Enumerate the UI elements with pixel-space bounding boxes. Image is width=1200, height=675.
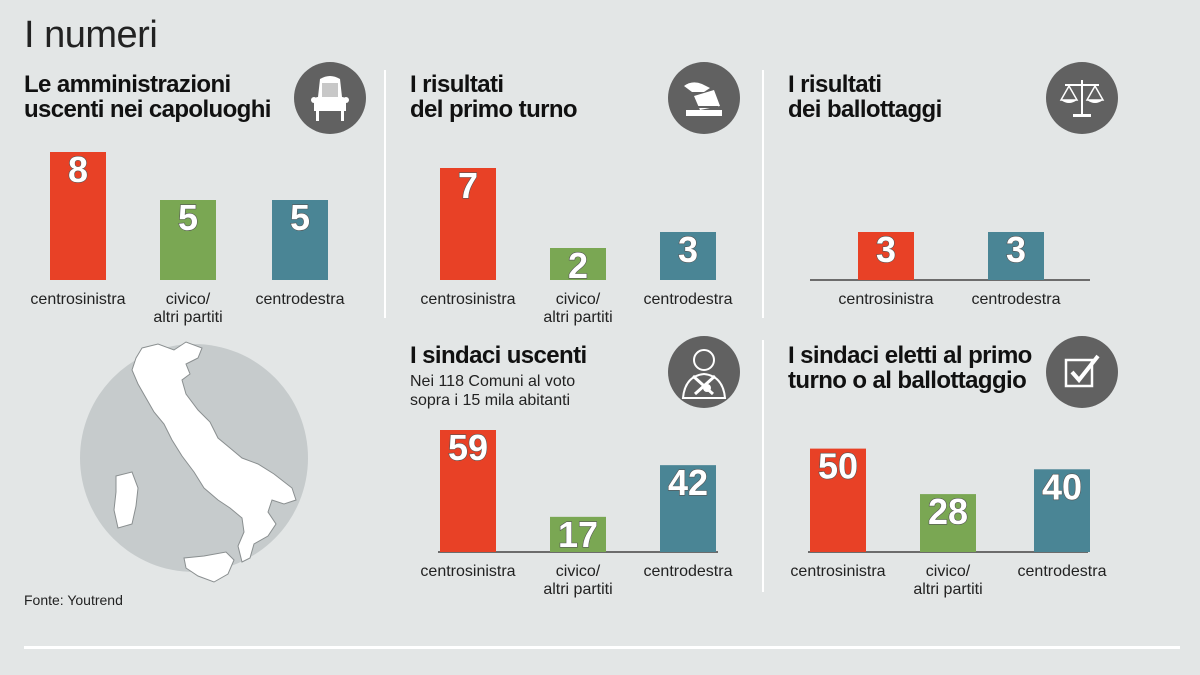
panel-title-primo-turno: I risultati del primo turno [410, 71, 578, 123]
value-label: 59 [448, 427, 488, 468]
bar-civico [160, 200, 216, 280]
bar-centrosinistra [858, 232, 914, 280]
value-label: 7 [458, 165, 478, 206]
italy-sardinia [113, 471, 139, 529]
checkbox-icon [1046, 336, 1118, 408]
category-label: centrosinistra [838, 291, 933, 308]
category-label: altri partiti [543, 309, 612, 326]
bar-civico [920, 494, 976, 552]
scales-icon [1046, 62, 1118, 134]
bottom-rule [24, 646, 1180, 649]
bar-centrodestra [272, 200, 328, 280]
category-label: civico/ [556, 291, 601, 308]
italy-sicily [183, 551, 235, 583]
category-label: centrodestra [644, 563, 733, 580]
category-label: centrodestra [644, 291, 733, 308]
armchair-icon [294, 62, 366, 134]
panel-title-amministrazioni: Le amministrazioni uscenti nei capoluogh… [24, 71, 271, 123]
source-note: Fonte: Youtrend [24, 592, 123, 608]
value-label: 28 [928, 491, 968, 532]
bar-centrodestra [988, 232, 1044, 280]
category-label: civico/ [166, 291, 211, 308]
value-label: 3 [1006, 229, 1026, 270]
bar-centrosinistra [50, 152, 106, 280]
separator-right-bottom [762, 340, 764, 592]
panel-title-sindaci-uscenti: I sindaci uscenti [410, 342, 587, 369]
panel-title-sindaci-eletti: I sindaci eletti al primo turno o al bal… [788, 342, 1032, 394]
category-label: altri partiti [153, 309, 222, 326]
value-label: 42 [668, 462, 708, 503]
value-label: 3 [876, 229, 896, 270]
value-label: 3 [678, 229, 698, 270]
category-label: centrosinistra [420, 291, 515, 308]
category-label: centrodestra [972, 291, 1061, 308]
chart-sindaci-uscenti: 59 centrosinistra 17 civico/altri partiti 42… [420, 426, 733, 598]
category-label: altri partiti [543, 581, 612, 598]
category-label: altri partiti [913, 581, 982, 598]
panel-subtitle-sindaci-uscenti: Nei 118 Comuni al voto sopra i 15 mila a… [410, 373, 576, 409]
value-label: 5 [178, 197, 198, 238]
ballot-box-icon [668, 62, 740, 134]
value-label: 50 [818, 446, 858, 487]
bar-centrosinistra [440, 168, 496, 280]
chart-primo-turno: 7 centrosinistra 2 civico/altri partiti 3 cen… [420, 164, 733, 326]
value-label: 40 [1042, 466, 1082, 507]
italy-mainland [131, 341, 297, 563]
bar-centrosinistra [440, 430, 496, 552]
category-label: centrodestra [256, 291, 345, 308]
separator-left [384, 70, 386, 318]
bar-centrodestra [660, 465, 716, 552]
chart-sindaci-eletti: 50 centrosinistra 28 civico/altri partiti 40… [790, 445, 1107, 598]
bar-centrodestra [660, 232, 716, 280]
category-label: centrosinistra [30, 291, 125, 308]
value-label: 5 [290, 197, 310, 238]
bar-civico [550, 516, 606, 552]
italy-map [78, 340, 310, 595]
category-label: civico/ [556, 563, 601, 580]
category-label: centrodestra [1018, 563, 1107, 580]
category-label: centrosinistra [420, 563, 515, 580]
value-label: 17 [558, 514, 598, 555]
value-label: 8 [68, 149, 88, 190]
bar-centrodestra [1034, 469, 1090, 552]
category-label: civico/ [926, 563, 971, 580]
chart-ballottaggi: 3 centrosinistra 3 centrodestra [810, 228, 1090, 308]
bar-civico [550, 248, 606, 280]
mayor-icon [668, 336, 740, 408]
separator-right-top [762, 70, 764, 318]
value-label: 2 [568, 245, 588, 286]
category-label: centrosinistra [790, 563, 885, 580]
chart-amministrazioni: 8 centrosinistra 5 civico/altri partiti 5 cen… [30, 148, 345, 326]
panel-title-ballottaggi: I risultati dei ballottaggi [788, 71, 942, 123]
page-title: I numeri [24, 14, 158, 56]
bar-centrosinistra [810, 448, 866, 552]
